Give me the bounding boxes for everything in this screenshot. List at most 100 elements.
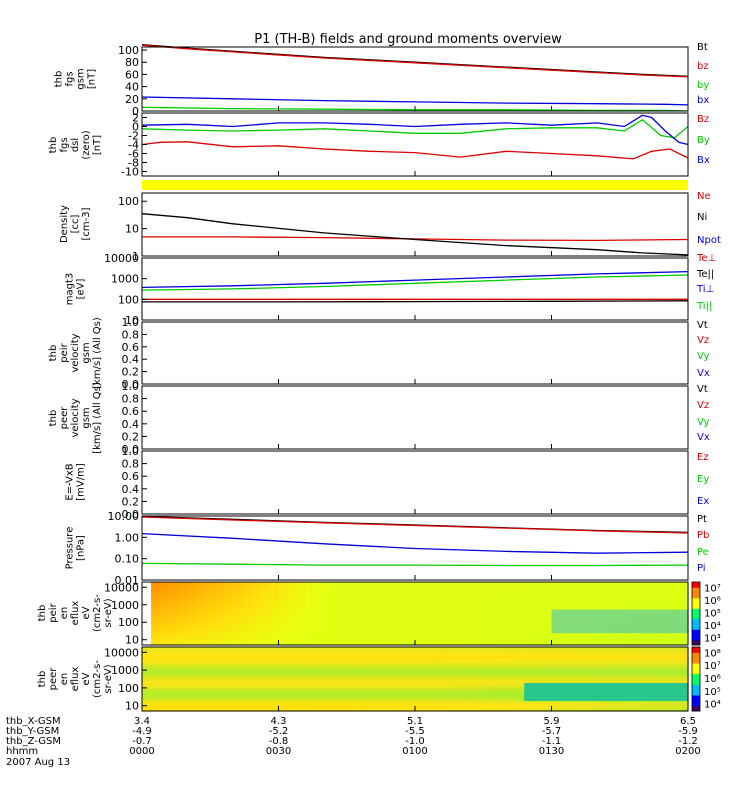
spectrogram-cell <box>305 679 316 682</box>
spectrogram-cell <box>387 637 398 640</box>
spectrogram-cell <box>351 637 361 640</box>
spectrogram-cell <box>578 661 589 664</box>
spectrogram-cell <box>451 619 462 622</box>
spectrogram-cell <box>142 675 152 678</box>
spectrogram-cell <box>597 625 607 628</box>
spectrogram-cell <box>405 623 416 626</box>
spectrogram-cell <box>496 695 507 698</box>
spectrogram-cell <box>287 647 298 650</box>
spectrogram-cell <box>533 599 543 603</box>
spectrogram-cell <box>223 655 234 658</box>
spectrogram-cell <box>678 623 689 626</box>
spectrogram-cell <box>524 681 534 684</box>
spectrogram-cell <box>287 611 298 615</box>
spectrogram-cell <box>551 695 562 698</box>
spectrogram-cell <box>424 585 434 589</box>
spectrogram-cell <box>260 691 270 694</box>
spectrogram-cell <box>587 689 598 692</box>
spectrogram-cell <box>360 585 371 589</box>
spectrogram-cell <box>424 611 434 615</box>
legend-bx: bx <box>697 95 709 106</box>
spectrogram-cell <box>396 587 407 591</box>
spectrogram-cell <box>251 691 261 694</box>
spectrogram-cell <box>597 621 607 624</box>
spectrogram-cell <box>415 621 425 624</box>
spectrogram-cell <box>542 643 553 646</box>
y-tick-label: 100 <box>118 293 139 306</box>
spectrogram-cell <box>669 609 680 613</box>
spectrogram-cell <box>615 635 625 638</box>
spectrogram-cell <box>242 699 252 702</box>
spectrogram-cell <box>351 703 361 706</box>
spectrogram-cell <box>223 591 234 595</box>
spectrogram-cell <box>387 649 398 652</box>
spectrogram-cell <box>178 591 189 595</box>
spectrogram-cell <box>187 705 198 708</box>
spectrogram-cell <box>151 643 161 646</box>
spectrogram-cell <box>196 599 207 603</box>
spectrogram-cell <box>314 611 325 615</box>
spectrogram-cell <box>196 623 207 626</box>
spectrogram-cell <box>433 623 443 626</box>
spectrogram-cell <box>314 671 325 674</box>
spectrogram-cell <box>305 613 316 617</box>
spectrogram-cell <box>387 603 398 607</box>
spectrogram-cell <box>642 639 653 642</box>
spectrogram-cell <box>578 613 589 617</box>
spectrogram-cell <box>669 695 680 698</box>
spectrogram-cell <box>633 709 644 712</box>
spectrogram-cell <box>296 679 307 682</box>
spectrogram-cell <box>478 641 489 644</box>
spectrogram-cell <box>569 609 580 613</box>
spectrogram-cell <box>424 643 434 646</box>
spectrogram-cell <box>460 585 471 589</box>
spectrogram-cell <box>251 685 261 688</box>
spectrogram-cell <box>196 643 207 646</box>
spectrogram-cell <box>560 629 571 632</box>
spectrogram-cell <box>187 589 198 593</box>
spectrogram-cell <box>569 583 580 587</box>
spectrogram-cell <box>660 629 671 632</box>
spectrogram-cell <box>660 671 671 674</box>
spectrogram-cell <box>233 587 243 591</box>
spectrogram-cell <box>387 629 398 632</box>
spectrogram-cell <box>187 667 198 670</box>
spectrogram-cell <box>651 667 662 670</box>
y-tick-label: 1000 <box>111 664 139 677</box>
spectrogram-cell <box>642 627 653 630</box>
spectrogram-cell <box>451 661 462 664</box>
spectrogram-cell <box>587 619 598 622</box>
spectrogram-cell <box>542 613 553 617</box>
spectrogram-cell <box>651 669 662 672</box>
spectrogram-cell <box>506 633 516 636</box>
spectrogram-cell <box>178 657 189 660</box>
spectrogram-cell <box>351 582 361 585</box>
spectrogram-cell <box>251 689 261 692</box>
spectrogram-cell <box>187 593 198 597</box>
spectrogram-cell <box>405 651 416 654</box>
spectrogram-cell <box>396 685 407 688</box>
spectrogram-cell <box>223 679 234 682</box>
spectrogram-cell <box>314 603 325 607</box>
spectrogram-cell <box>433 637 443 640</box>
spectrogram-cell <box>606 677 616 680</box>
spectrogram-cell <box>196 631 207 634</box>
x-row-value: -1.2 <box>678 736 698 747</box>
quality-flag-bar <box>142 180 688 190</box>
spectrogram-cell <box>506 705 516 708</box>
spectrogram-cell <box>551 587 562 591</box>
spectrogram-cell <box>151 627 161 630</box>
spectrogram-cell <box>578 633 589 636</box>
spectrogram-cell <box>542 659 553 662</box>
spectrogram-cell <box>242 659 252 662</box>
spectrogram-cell <box>597 709 607 712</box>
spectrogram-cell <box>451 639 462 642</box>
spectrogram-cell <box>378 595 389 599</box>
spectrogram-cell <box>360 582 371 585</box>
spectrogram-cell <box>314 693 325 696</box>
spectrogram-cell <box>342 695 352 698</box>
spectrogram-cell <box>606 667 616 670</box>
spectrogram-cell <box>478 603 489 607</box>
spectrogram-cell <box>196 595 207 599</box>
x-row-value: -0.8 <box>269 736 289 747</box>
